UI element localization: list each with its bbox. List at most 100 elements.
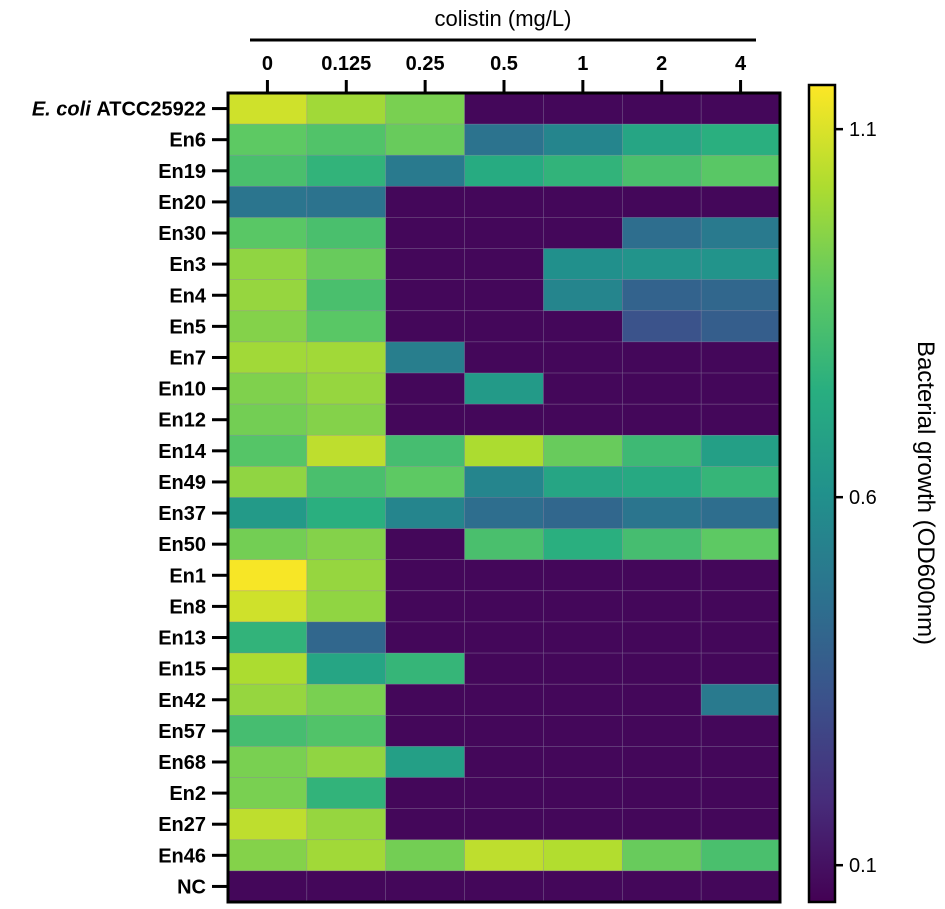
- heatmap-cell: [700, 808, 781, 841]
- heatmap-cell: [385, 403, 465, 436]
- heatmap-cell: [700, 279, 781, 312]
- heatmap-cell: [543, 217, 623, 249]
- heatmap-cell: [306, 839, 387, 872]
- heatmap-cell: [543, 434, 623, 467]
- heatmap-cell: [306, 528, 387, 561]
- heatmap-cell: [306, 683, 387, 716]
- row-label: En15: [158, 659, 206, 681]
- row-label: En5: [169, 316, 206, 338]
- column-label: 0.5: [490, 53, 518, 75]
- heatmap-cell: [464, 777, 544, 809]
- heatmap-cell: [385, 870, 465, 903]
- heatmap-cell: [621, 497, 702, 529]
- row-label: En20: [158, 192, 206, 214]
- heatmap-cell: [621, 839, 702, 872]
- heatmap-cell: [700, 652, 781, 685]
- heatmap-cell: [543, 715, 623, 747]
- heatmap-cell: [464, 590, 544, 623]
- heatmap-cell: [385, 310, 465, 343]
- heatmap-cell: [464, 92, 544, 125]
- heatmap-cell: [306, 123, 387, 156]
- heatmap-cell: [306, 715, 387, 747]
- column-label: 2: [656, 53, 667, 75]
- heatmap-cell: [621, 746, 702, 778]
- heatmap-cell: [464, 808, 544, 841]
- heatmap-cell: [306, 217, 387, 249]
- heatmap-cell: [700, 590, 781, 623]
- heatmap-cell: [385, 621, 465, 654]
- heatmap-cell: [700, 870, 781, 903]
- heatmap-cell: [306, 341, 387, 374]
- row-label: En46: [158, 845, 206, 867]
- heatmap-cell: [306, 559, 387, 592]
- heatmap-cell: [385, 559, 465, 592]
- heatmap-cell: [464, 154, 544, 187]
- heatmap-cell: [306, 777, 387, 809]
- heatmap-cell: [464, 434, 544, 467]
- heatmap-cell: [543, 92, 623, 125]
- colorbar-label: Bacterial growth (OD600nm): [912, 341, 939, 645]
- heatmap-cell: [700, 683, 781, 716]
- heatmap-cell: [464, 715, 544, 747]
- heatmap-cell: [306, 808, 387, 841]
- row-label: En13: [158, 628, 206, 650]
- heatmap-cell: [621, 341, 702, 374]
- heatmap-cell: [621, 92, 702, 125]
- heatmap-cell: [227, 497, 308, 529]
- row-label: En68: [158, 752, 206, 774]
- heatmap-cell: [700, 621, 781, 654]
- heatmap-cell: [700, 528, 781, 561]
- row-label: En30: [158, 223, 206, 245]
- heatmap-cell: [385, 808, 465, 841]
- heatmap-cell: [700, 559, 781, 592]
- heatmap-cell: [385, 528, 465, 561]
- heatmap-cell: [464, 559, 544, 592]
- heatmap-cell: [306, 590, 387, 623]
- heatmap-cell: [621, 683, 702, 716]
- heatmap-cell: [700, 123, 781, 156]
- heatmap-cell: [621, 403, 702, 436]
- heatmap-cell: [543, 372, 623, 405]
- heatmap-cell: [700, 372, 781, 405]
- heatmap-cell: [385, 279, 465, 312]
- heatmap-cell: [700, 310, 781, 343]
- heatmap-cell: [227, 92, 308, 125]
- heatmap-cell: [385, 497, 465, 529]
- heatmap-cell: [621, 186, 702, 218]
- colorbar: [807, 83, 837, 904]
- row-label: En42: [158, 690, 206, 712]
- heatmap-cell: [543, 403, 623, 436]
- heatmap-cell: [385, 715, 465, 747]
- row-labels: E. coli ATCC25922 En6 En19 En20 En30 En3 En4 En…: [32, 99, 228, 898]
- row-label: En3: [169, 254, 206, 276]
- column-label: 0: [262, 53, 273, 75]
- heatmap-cell: [621, 248, 702, 280]
- heatmap-cell: [621, 372, 702, 405]
- row-label: En10: [158, 379, 206, 401]
- heatmap-cell: [700, 154, 781, 187]
- row-label: En27: [158, 814, 206, 836]
- row-label-text: ATCC25922: [96, 99, 206, 121]
- heatmap-cell: [227, 652, 308, 685]
- heatmap-cell: [227, 434, 308, 467]
- heatmap-cell: [464, 870, 544, 903]
- heatmap-cell: [700, 839, 781, 872]
- heatmap-cell: [464, 497, 544, 529]
- heatmap-cell: [306, 154, 387, 187]
- heatmap-cell: [621, 310, 702, 343]
- heatmap-cell: [543, 683, 623, 716]
- heatmap-cell: [306, 186, 387, 218]
- heatmap-cell: [227, 403, 308, 436]
- heatmap-cell: [306, 403, 387, 436]
- heatmap-cell: [621, 279, 702, 312]
- heatmap-cell: [464, 746, 544, 778]
- heatmap-cell: [464, 839, 544, 872]
- heatmap-cell: [385, 341, 465, 374]
- heatmap-cell: [306, 621, 387, 654]
- heatmap-cell: [621, 466, 702, 498]
- heatmap-cell: [543, 777, 623, 809]
- heatmap-cell: [543, 590, 623, 623]
- heatmap-cell: [621, 590, 702, 623]
- heatmap-cell: [227, 123, 308, 156]
